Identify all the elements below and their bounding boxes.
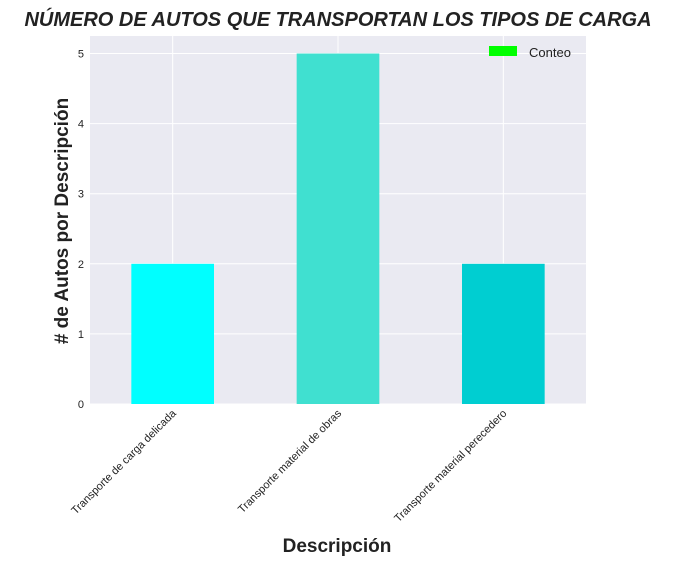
y-tick-label: 4 bbox=[78, 119, 84, 131]
bar bbox=[131, 263, 214, 404]
legend-swatch bbox=[489, 46, 517, 56]
x-tick-labels: Transporte de carga delicada Transporte m… bbox=[69, 407, 509, 525]
x-tick-label: Transporte material perecedero bbox=[392, 408, 509, 525]
chart-title: NÚMERO DE AUTOS QUE TRANSPORTAN LOS TIPO… bbox=[24, 7, 651, 31]
legend-label: Conteo bbox=[529, 45, 571, 60]
y-tick-label: 1 bbox=[78, 329, 84, 341]
x-tick-label: Transporte de carga delicada bbox=[69, 407, 179, 517]
x-axis-label: Descripción bbox=[283, 536, 392, 557]
y-tick-label: 0 bbox=[78, 399, 84, 411]
legend: Conteo bbox=[489, 45, 571, 60]
x-tick-label: Transporte material de obras bbox=[236, 407, 344, 515]
y-tick-label: 3 bbox=[78, 189, 84, 201]
y-axis-label: # de Autos por Descripción bbox=[52, 98, 73, 344]
y-tick-labels: 0 1 2 3 4 5 bbox=[78, 49, 84, 411]
bar bbox=[296, 53, 380, 405]
bar bbox=[462, 263, 545, 404]
y-tick-label: 5 bbox=[78, 49, 84, 61]
bars bbox=[131, 53, 545, 405]
y-tick-label: 2 bbox=[78, 259, 84, 271]
